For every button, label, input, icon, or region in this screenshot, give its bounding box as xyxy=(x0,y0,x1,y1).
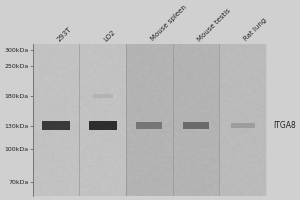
FancyBboxPatch shape xyxy=(93,94,112,98)
FancyBboxPatch shape xyxy=(231,123,255,128)
FancyBboxPatch shape xyxy=(126,44,173,196)
FancyBboxPatch shape xyxy=(183,122,209,129)
FancyBboxPatch shape xyxy=(219,44,266,196)
FancyBboxPatch shape xyxy=(79,44,126,196)
FancyBboxPatch shape xyxy=(136,122,162,129)
FancyBboxPatch shape xyxy=(173,44,219,196)
FancyBboxPatch shape xyxy=(33,44,79,196)
Text: ITGA8: ITGA8 xyxy=(273,121,296,130)
FancyBboxPatch shape xyxy=(89,121,116,130)
FancyBboxPatch shape xyxy=(42,121,70,130)
